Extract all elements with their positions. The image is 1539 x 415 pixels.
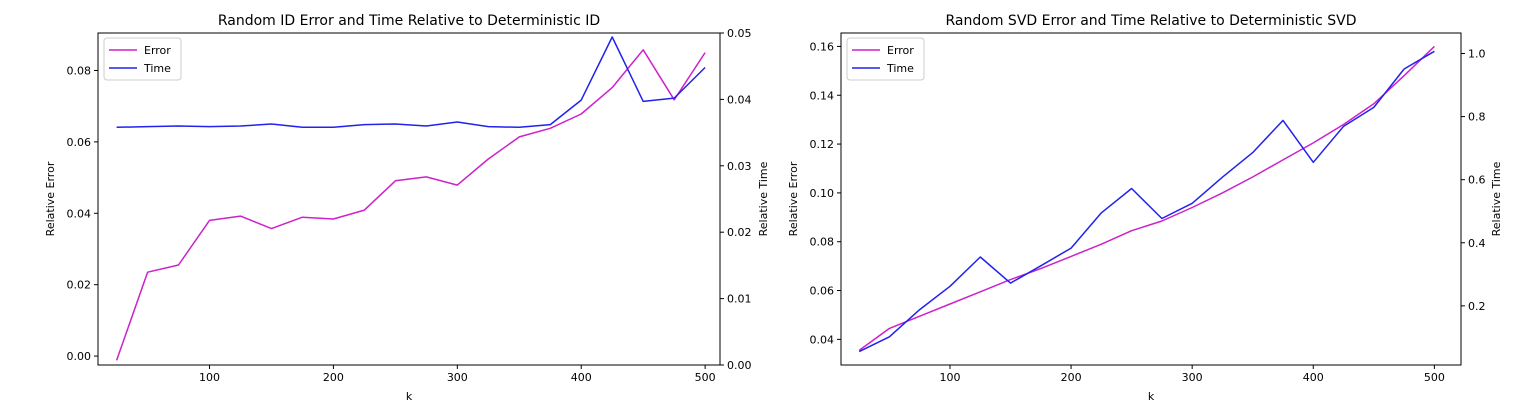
y-tick-label: 0.14 (810, 89, 835, 102)
plot-area: 100 200 300 400 500 0.00 0.02 0.04 0.06 0.08 0.00 0… (67, 27, 752, 384)
x-tick-label: 500 (1424, 371, 1445, 384)
chart-title: Random ID Error and Time Relative to Det… (218, 13, 600, 29)
y-tick-label: 0.10 (810, 187, 835, 200)
y-tick-label: 0.00 (67, 350, 92, 363)
chart-title: Random SVD Error and Time Relative to De… (946, 13, 1357, 29)
y-tick-label: 0.16 (810, 40, 835, 53)
chart-random-id: Random ID Error and Time Relative to Det… (44, 13, 770, 403)
y-tick-label: 0.12 (810, 138, 835, 151)
y-tick-label: 0.06 (810, 285, 835, 298)
x-axis-label: k (1148, 390, 1155, 403)
x-tick-label: 100 (939, 371, 960, 384)
y-tick-label: 0.08 (67, 64, 92, 77)
legend-label-error: Error (887, 44, 914, 57)
legend: Error Time (846, 37, 925, 81)
y-axis-label: Relative Error (44, 161, 57, 236)
y2-tick-label: 0.2 (1468, 300, 1486, 313)
series-line-error (115, 49, 706, 361)
y-tick-label: 0.04 (67, 207, 92, 220)
y-tick-label: 0.04 (810, 333, 835, 346)
x-tick-label: 300 (447, 371, 468, 384)
x-tick-label: 500 (695, 371, 716, 384)
legend-box (846, 37, 925, 81)
y-tick-label: 0.08 (810, 236, 835, 249)
x-tick-label: 200 (323, 371, 344, 384)
y2-tick-label: 1.0 (1468, 48, 1486, 61)
x-tick-label: 400 (571, 371, 592, 384)
y-axis-label: Relative Error (787, 161, 800, 236)
y2-tick-label: 0.03 (727, 160, 752, 173)
y2-tick-label: 0.6 (1468, 174, 1486, 187)
y2-tick-label: 0.4 (1468, 237, 1486, 250)
plot-frame (97, 32, 721, 366)
y-tick-label: 0.02 (67, 279, 92, 292)
y2-tick-label: 0.02 (727, 226, 752, 239)
y2-axis-label: Relative Time (1490, 161, 1503, 236)
chart-random-svd: Random SVD Error and Time Relative to De… (787, 13, 1503, 403)
y2-tick-label: 0.8 (1468, 111, 1486, 124)
series-line-time (858, 50, 1435, 353)
y2-axis-label: Relative Time (757, 161, 770, 236)
plot-frame (840, 32, 1462, 366)
x-axis-label: k (406, 390, 413, 403)
legend-label-time: Time (886, 62, 914, 75)
y2-tick-label: 0.04 (727, 93, 752, 106)
y2-tick-label: 0.05 (727, 27, 752, 40)
x-tick-label: 400 (1303, 371, 1324, 384)
y-tick-label: 0.06 (67, 136, 92, 149)
plot-area: 100 200 300 400 500 0.04 0.06 0.08 0.10 0.12 0.14 0… (810, 32, 1486, 384)
legend-box (103, 37, 182, 81)
series-line-time (116, 36, 706, 129)
x-tick-label: 200 (1061, 371, 1082, 384)
x-tick-label: 300 (1182, 371, 1203, 384)
legend-label-error: Error (144, 44, 171, 57)
y2-tick-label: 0.00 (727, 359, 752, 372)
x-tick-label: 100 (199, 371, 220, 384)
legend-label-time: Time (143, 62, 171, 75)
y2-tick-label: 0.01 (727, 293, 752, 306)
series-line-error (858, 45, 1435, 352)
legend: Error Time (103, 37, 182, 81)
